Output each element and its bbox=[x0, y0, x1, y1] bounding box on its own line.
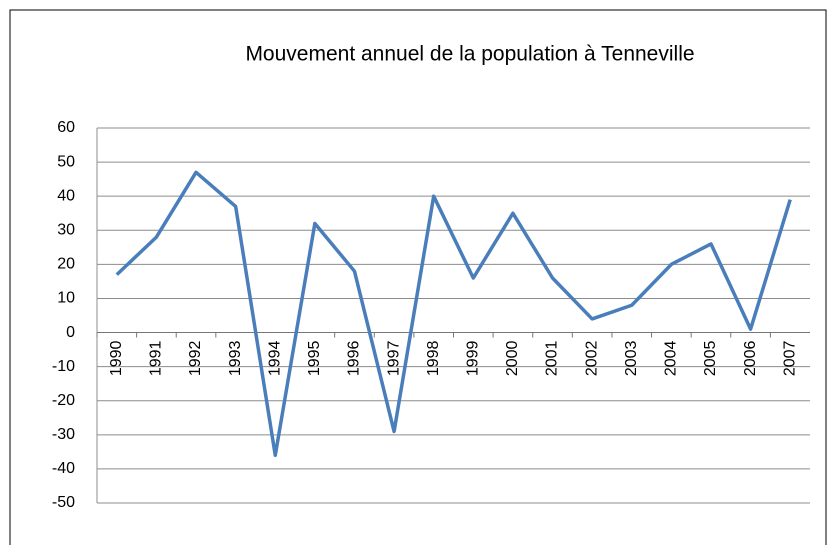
x-tick-label: 1990 bbox=[108, 340, 125, 376]
y-tick-label: -40 bbox=[52, 460, 75, 477]
y-tick-label: -30 bbox=[52, 426, 75, 443]
x-tick-label: 1993 bbox=[227, 340, 244, 376]
y-tick-label: 30 bbox=[57, 221, 75, 238]
x-tick-label: 2007 bbox=[781, 340, 798, 376]
y-tick-label: 0 bbox=[66, 324, 75, 341]
x-tick-label: 1999 bbox=[465, 340, 482, 376]
x-tick-label: 1998 bbox=[425, 340, 442, 376]
x-tick-label: 2005 bbox=[702, 340, 719, 376]
y-tick-label: -10 bbox=[52, 358, 75, 375]
x-tick-label: 2002 bbox=[583, 340, 600, 376]
x-tick-label: 1994 bbox=[266, 340, 283, 376]
chart-title: Mouvement annuel de la population à Tenn… bbox=[245, 43, 694, 66]
x-tick-label: 1996 bbox=[346, 340, 363, 376]
y-tick-label: -20 bbox=[52, 392, 75, 409]
x-tick-label: 2000 bbox=[504, 340, 521, 376]
y-tick-label: 20 bbox=[57, 256, 75, 273]
x-tick-label: 2006 bbox=[742, 340, 759, 376]
line-series bbox=[115, 170, 792, 458]
y-tick-label: 50 bbox=[57, 153, 75, 170]
y-tick-label: 40 bbox=[57, 187, 75, 204]
x-tick-label: 2001 bbox=[544, 340, 561, 376]
x-tick-label: 1997 bbox=[385, 340, 402, 376]
x-tick-label: 1992 bbox=[187, 340, 204, 376]
x-tick-label: 2004 bbox=[663, 340, 680, 376]
x-tick-label: 1991 bbox=[148, 340, 165, 376]
chart-frame bbox=[9, 9, 827, 545]
x-tick-label: 1995 bbox=[306, 340, 323, 376]
x-tick-label: 2003 bbox=[623, 340, 640, 376]
y-tick-label: 60 bbox=[57, 119, 75, 136]
y-tick-label: -50 bbox=[52, 494, 75, 511]
y-tick-label: 10 bbox=[57, 290, 75, 307]
